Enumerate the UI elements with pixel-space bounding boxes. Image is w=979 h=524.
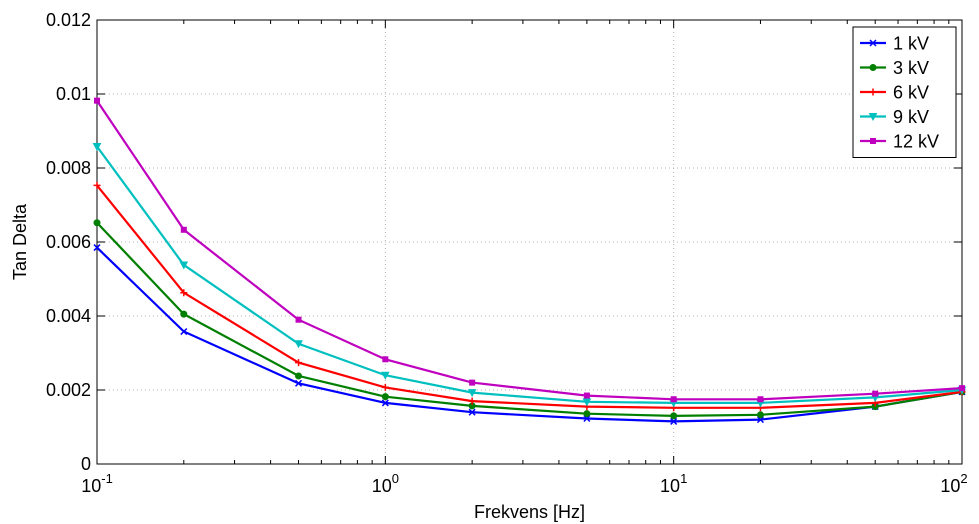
data-point (583, 410, 591, 418)
x-axis-label: Frekvens [Hz] (474, 502, 585, 522)
legend-entry: 12 kV (860, 132, 939, 152)
series-line (96, 184, 963, 409)
data-point (179, 261, 189, 270)
legend-entry: 9 kV (860, 107, 929, 127)
legend-marker (869, 39, 877, 47)
series-line (96, 222, 963, 418)
x-tick-base: 10 (660, 476, 680, 496)
data-point (295, 379, 303, 387)
data-point (382, 356, 389, 363)
data-point (294, 340, 303, 349)
y-tick-label: 0.008 (46, 158, 91, 178)
legend-label: 12 kV (893, 132, 939, 152)
data-point (93, 244, 101, 252)
data-point (180, 328, 188, 336)
x-tick-exponent: 1 (680, 471, 687, 486)
data-point (469, 379, 476, 386)
x-tick-label: 10-1 (81, 471, 113, 496)
data-point (295, 316, 302, 323)
series-4 (94, 97, 965, 403)
x-tick-base: 10 (372, 476, 392, 496)
data-point (180, 289, 188, 297)
data-point (93, 181, 101, 189)
series-line (96, 145, 963, 404)
y-tick-label: 0.01 (56, 84, 91, 104)
legend-label: 1 kV (893, 34, 929, 54)
series-group (92, 97, 967, 425)
data-point (93, 219, 101, 227)
y-tick-label: 0 (81, 454, 91, 474)
data-point (468, 408, 476, 416)
series-2 (93, 181, 966, 412)
legend-label: 3 kV (893, 58, 929, 78)
data-point (381, 399, 389, 407)
legend-entry: 3 kV (860, 58, 929, 78)
data-point (467, 389, 477, 398)
legend-label: 6 kV (893, 83, 929, 103)
grid (97, 20, 962, 464)
data-point (670, 396, 677, 403)
data-point (582, 398, 592, 407)
x-tick-label: 101 (660, 471, 687, 496)
legend-marker (868, 113, 878, 122)
data-point (756, 411, 764, 419)
data-point (583, 392, 590, 399)
series-line (96, 246, 963, 423)
legend: 1 kV 3 kV 6 kV 9 kV 12 kV (852, 26, 957, 158)
legend-entry: 1 kV (860, 34, 929, 54)
data-point (380, 371, 390, 380)
x-tick-base: 10 (940, 476, 960, 496)
y-axis-label: Tan Delta (10, 203, 30, 280)
data-point (92, 143, 102, 152)
data-point (295, 359, 303, 367)
data-point (94, 97, 100, 104)
data-point (381, 383, 389, 391)
y-tick-label: 0.012 (46, 10, 91, 30)
legend-marker (869, 88, 877, 96)
legend-marker (869, 64, 877, 71)
x-tick-base: 10 (81, 476, 101, 496)
y-tick-label: 0.006 (46, 232, 91, 252)
series-line (96, 100, 963, 401)
data-point (180, 310, 188, 318)
data-point (381, 393, 389, 401)
x-tick-label: 102 (940, 471, 967, 496)
data-point (295, 372, 303, 380)
x-tick-label: 100 (372, 471, 399, 496)
data-point (180, 226, 187, 233)
data-point (670, 412, 678, 420)
data-point (872, 390, 879, 397)
x-tick-exponent: 0 (392, 471, 399, 486)
x-tick-exponent: -1 (101, 471, 113, 486)
legend-marker (870, 138, 876, 144)
legend-label: 9 kV (893, 107, 929, 127)
data-point (959, 385, 965, 392)
y-tick-label: 0.004 (46, 306, 91, 326)
y-tick-label: 0.002 (46, 380, 91, 400)
data-point (757, 396, 764, 403)
series-0 (93, 244, 966, 425)
data-point (468, 397, 476, 405)
x-tick-exponent: 2 (960, 471, 967, 486)
series-1 (93, 219, 966, 420)
data-point (670, 417, 678, 425)
legend-entry: 6 kV (860, 83, 929, 103)
